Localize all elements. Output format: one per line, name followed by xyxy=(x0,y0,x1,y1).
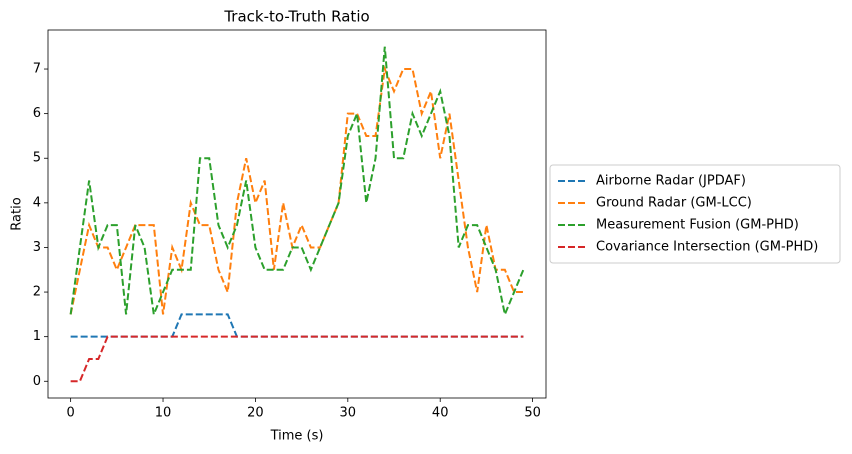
series-line xyxy=(70,335,524,383)
y-tick-label: 6 xyxy=(33,106,41,121)
x-tick-label: 20 xyxy=(247,406,264,421)
y-tick-label: 3 xyxy=(33,240,41,255)
legend-label: Airborne Radar (JPDAF) xyxy=(596,174,746,189)
chart-title: Track-to-Truth Ratio xyxy=(223,8,369,26)
plot-frame xyxy=(47,29,547,399)
x-tick-label: 10 xyxy=(155,406,172,421)
x-tick-label: 30 xyxy=(340,406,357,421)
x-tick-label: 40 xyxy=(432,406,449,421)
x-tick-label: 50 xyxy=(524,406,541,421)
y-tick-label: 0 xyxy=(33,374,41,389)
y-tick-label: 1 xyxy=(33,329,41,344)
series-line xyxy=(69,46,525,319)
y-tick-label: 5 xyxy=(33,151,41,166)
y-tick-label: 4 xyxy=(33,195,41,210)
y-axis-label: Ratio xyxy=(10,197,25,230)
y-tick-label: 2 xyxy=(33,285,41,300)
series-line xyxy=(69,65,524,315)
x-axis-label: Time (s) xyxy=(270,429,324,444)
legend-label: Covariance Intersection (GM-PHD) xyxy=(596,240,818,255)
x-tick-label: 0 xyxy=(66,406,74,421)
series-line xyxy=(70,313,524,338)
legend-label: Ground Radar (GM-LCC) xyxy=(596,196,752,211)
legend-label: Measurement Fusion (GM-PHD) xyxy=(596,218,799,233)
legend-box xyxy=(549,164,841,264)
y-tick-label: 7 xyxy=(33,62,41,77)
